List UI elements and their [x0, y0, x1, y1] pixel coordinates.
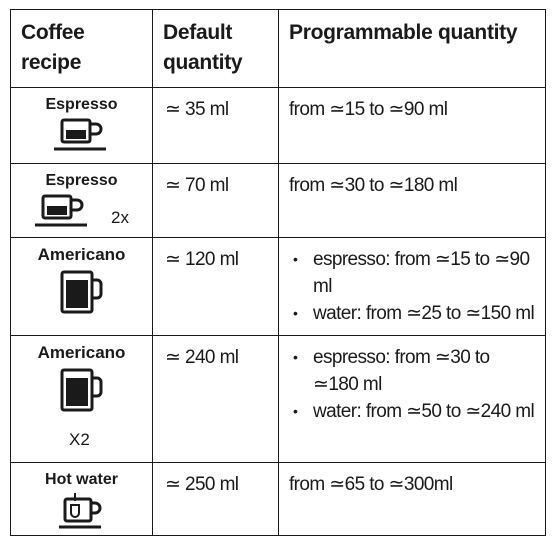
default-quantity: ≃ 240 ml — [152, 335, 279, 463]
default-quantity: ≃ 35 ml — [152, 87, 279, 164]
default-quantity: ≃ 250 ml — [152, 462, 279, 536]
recipe-table: Coffee recipe Default quantity Programma… — [10, 9, 546, 536]
recipe-cell: Americano X2 — [10, 335, 153, 463]
list-item: espresso: from ≃30 to ≃180 ml — [289, 344, 535, 398]
list-item: water: from ≃25 to ≃150 ml — [289, 300, 535, 327]
table-row: Hot water ≃ 250 ml from ≃65 to ≃300ml — [10, 462, 546, 536]
espresso-cup-icon — [53, 118, 106, 151]
programmable-quantity: from ≃30 to ≃180 ml — [278, 163, 546, 238]
mug-icon — [60, 270, 102, 314]
recipe-name: Espresso — [45, 96, 118, 113]
recipe-cell: Hot water — [10, 462, 153, 536]
header-coffee-recipe: Coffee recipe — [10, 9, 153, 88]
list-item: water: from ≃50 to ≃240 ml — [289, 398, 535, 425]
table-header-row: Coffee recipe Default quantity Programma… — [10, 9, 546, 88]
header-default-quantity: Default quantity — [152, 9, 279, 88]
recipe-cell: Espresso — [10, 87, 153, 164]
default-quantity: ≃ 70 ml — [152, 163, 279, 238]
list-item: espresso: from ≃15 to ≃90 ml — [289, 246, 535, 300]
table-row: Americano X2 ≃ 240 ml espresso: from ≃30… — [10, 335, 546, 463]
programmable-quantity: from ≃15 to ≃90 ml — [278, 87, 546, 164]
table-row: Espresso 2x ≃ 70 ml from ≃30 to ≃180 ml — [10, 163, 546, 238]
programmable-quantity: from ≃65 to ≃300ml — [278, 462, 546, 536]
header-programmable-quantity: Programmable quantity — [278, 9, 546, 88]
table-row: Espresso ≃ 35 ml from ≃15 to ≃90 ml — [10, 87, 546, 164]
table-row: Americano ≃ 120 ml espresso: from ≃15 to… — [10, 237, 546, 336]
mug-icon — [60, 368, 102, 412]
hot-water-cup-icon — [58, 493, 101, 529]
recipe-name: Americano — [37, 245, 126, 264]
recipe-name: Espresso — [45, 172, 118, 189]
espresso-cup-icon — [35, 194, 87, 227]
programmable-quantity: espresso: from ≃15 to ≃90 ml water: from… — [278, 237, 546, 336]
recipe-name: Hot water — [45, 471, 118, 488]
recipe-multiplier: 2x — [111, 208, 129, 227]
programmable-list: espresso: from ≃30 to ≃180 ml water: fro… — [289, 344, 535, 425]
recipe-name: Americano — [37, 343, 126, 362]
programmable-list: espresso: from ≃15 to ≃90 ml water: from… — [289, 246, 535, 327]
recipe-cell: Americano — [10, 237, 153, 336]
recipe-multiplier: X2 — [69, 430, 90, 449]
programmable-quantity: espresso: from ≃30 to ≃180 ml water: fro… — [278, 335, 546, 463]
recipe-cell: Espresso 2x — [10, 163, 153, 238]
default-quantity: ≃ 120 ml — [152, 237, 279, 336]
